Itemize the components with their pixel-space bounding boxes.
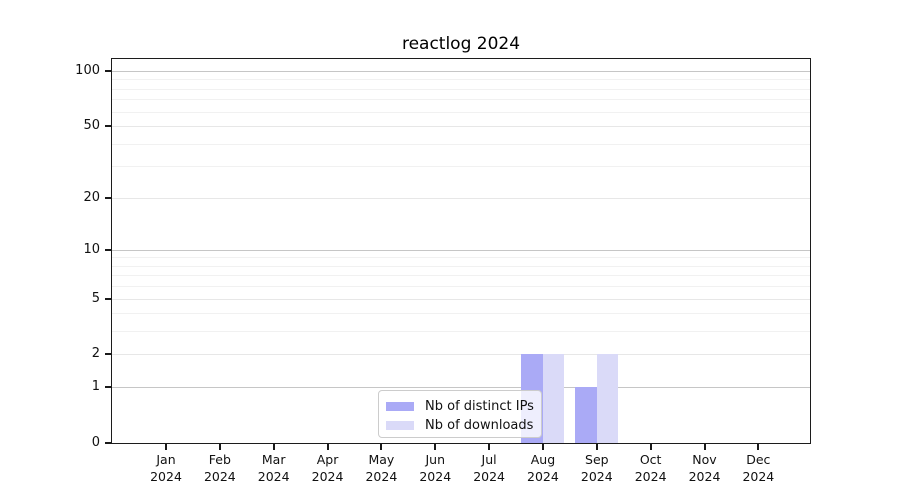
- y-minor-gridline-30: [112, 166, 810, 168]
- x-tick-label-feb: Feb 2024: [190, 451, 250, 485]
- y-gridline-10: [112, 249, 810, 251]
- y-tick-50: [105, 124, 112, 127]
- y-gridline-2: [112, 354, 810, 356]
- legend-entry-0: Nb of distinct IPs: [386, 397, 534, 416]
- x-tick-month: Aug: [530, 452, 556, 467]
- x-tick-month: Jan: [156, 452, 176, 467]
- x-tick-year: 2024: [688, 469, 721, 484]
- y-minor-gridline-6: [112, 286, 810, 288]
- x-tick-label-apr: Apr 2024: [298, 451, 358, 485]
- x-tick-label-jan: Jan 2024: [136, 451, 196, 485]
- x-tick-year: 2024: [473, 469, 505, 484]
- y-gridline-50: [112, 125, 810, 127]
- legend-entry-1: Nb of downloads: [386, 416, 533, 435]
- y-tick-1: [105, 386, 112, 389]
- x-tick-year: 2024: [527, 469, 559, 484]
- y-minor-gridline-40: [112, 143, 810, 145]
- y-minor-gridline-70: [112, 99, 810, 101]
- y-tick-5: [105, 297, 112, 300]
- legend-swatch-1: [386, 421, 414, 430]
- bar-nb-of-downloads-sep: [596, 354, 619, 443]
- x-tick-dec: [757, 443, 760, 450]
- x-tick-month: Jun: [425, 452, 446, 467]
- x-tick-feb: [218, 443, 221, 450]
- x-tick-label-dec: Dec 2024: [728, 451, 788, 485]
- y-tick-label-2: 2: [91, 346, 100, 362]
- x-tick-year: 2024: [419, 469, 452, 484]
- x-tick-year: 2024: [150, 469, 182, 484]
- y-tick-2: [105, 353, 112, 356]
- y-gridline-1: [112, 387, 810, 389]
- x-tick-year: 2024: [365, 469, 398, 484]
- x-tick-sep: [595, 443, 598, 450]
- x-tick-label-jul: Jul 2024: [459, 451, 519, 485]
- x-tick-label-mar: Mar 2024: [244, 451, 304, 485]
- legend-swatch-0: [386, 402, 414, 411]
- x-tick-month: Dec: [746, 452, 771, 467]
- x-tick-label-may: May 2024: [351, 451, 411, 485]
- y-minor-gridline-90: [112, 79, 810, 81]
- bar-nb-of-downloads-aug: [542, 354, 565, 443]
- y-gridline-100: [112, 70, 810, 72]
- x-tick-year: 2024: [257, 469, 290, 484]
- legend-label-0: Nb of distinct IPs: [425, 399, 534, 414]
- y-minor-gridline-80: [112, 88, 810, 90]
- x-tick-year: 2024: [580, 469, 613, 484]
- x-tick-label-jun: Jun 2024: [405, 451, 465, 485]
- legend-label-1: Nb of downloads: [425, 418, 534, 433]
- x-tick-nov: [703, 443, 706, 450]
- x-tick-year: 2024: [203, 469, 236, 484]
- y-minor-gridline-60: [112, 111, 810, 113]
- y-minor-gridline-4: [112, 313, 810, 315]
- y-tick-label-5: 5: [91, 290, 100, 306]
- y-tick-label-1: 1: [91, 379, 100, 395]
- y-tick-10: [105, 248, 112, 251]
- x-tick-year: 2024: [634, 469, 667, 484]
- x-tick-month: Mar: [261, 452, 286, 467]
- x-tick-label-oct: Oct 2024: [621, 451, 681, 485]
- y-tick-20: [105, 196, 112, 199]
- x-tick-month: Sep: [585, 452, 609, 467]
- plot-area: 0 1 2 5 10 20 50 100 Jan 2024 Feb 2024 Mar 2024 Apr 202…: [75, 58, 811, 484]
- x-tick-month: Oct: [639, 452, 662, 467]
- x-tick-aug: [541, 443, 544, 450]
- x-tick-oct: [649, 443, 652, 450]
- chart-title: reactlog 2024: [401, 34, 521, 54]
- plot-border: [111, 58, 811, 444]
- x-tick-month: Apr: [316, 452, 339, 467]
- x-tick-may: [380, 443, 383, 450]
- x-tick-mar: [272, 443, 275, 450]
- y-tick-0: [105, 442, 112, 444]
- y-tick-label-10: 10: [83, 241, 100, 257]
- x-tick-label-sep: Sep 2024: [567, 451, 627, 485]
- x-tick-month: Jul: [481, 452, 497, 467]
- x-tick-apr: [326, 443, 329, 450]
- x-tick-label-nov: Nov 2024: [675, 451, 735, 485]
- x-tick-month: May: [368, 452, 395, 467]
- y-gridline-20: [112, 197, 810, 199]
- y-tick-label-0: 0: [91, 435, 100, 450]
- y-minor-gridline-7: [112, 275, 810, 277]
- bar-nb-of-distinct-ips-sep: [575, 387, 597, 443]
- x-tick-label-aug: Aug 2024: [513, 451, 573, 485]
- y-minor-gridline-3: [112, 331, 810, 333]
- x-tick-jul: [488, 443, 491, 450]
- y-minor-gridline-8: [112, 265, 810, 267]
- y-tick-label-50: 50: [83, 117, 100, 133]
- y-tick-100: [105, 69, 112, 72]
- y-tick-label-100: 100: [75, 62, 100, 78]
- x-tick-jun: [434, 443, 437, 450]
- y-minor-gridline-9: [112, 257, 810, 259]
- x-tick-jan: [165, 443, 167, 450]
- x-tick-year: 2024: [311, 469, 344, 484]
- y-tick-label-20: 20: [83, 189, 100, 205]
- x-tick-month: Feb: [208, 452, 231, 467]
- y-gridline-5: [112, 298, 810, 300]
- legend: Nb of distinct IPs Nb of downloads: [378, 390, 542, 438]
- x-tick-month: Nov: [692, 452, 717, 467]
- x-tick-year: 2024: [742, 469, 775, 484]
